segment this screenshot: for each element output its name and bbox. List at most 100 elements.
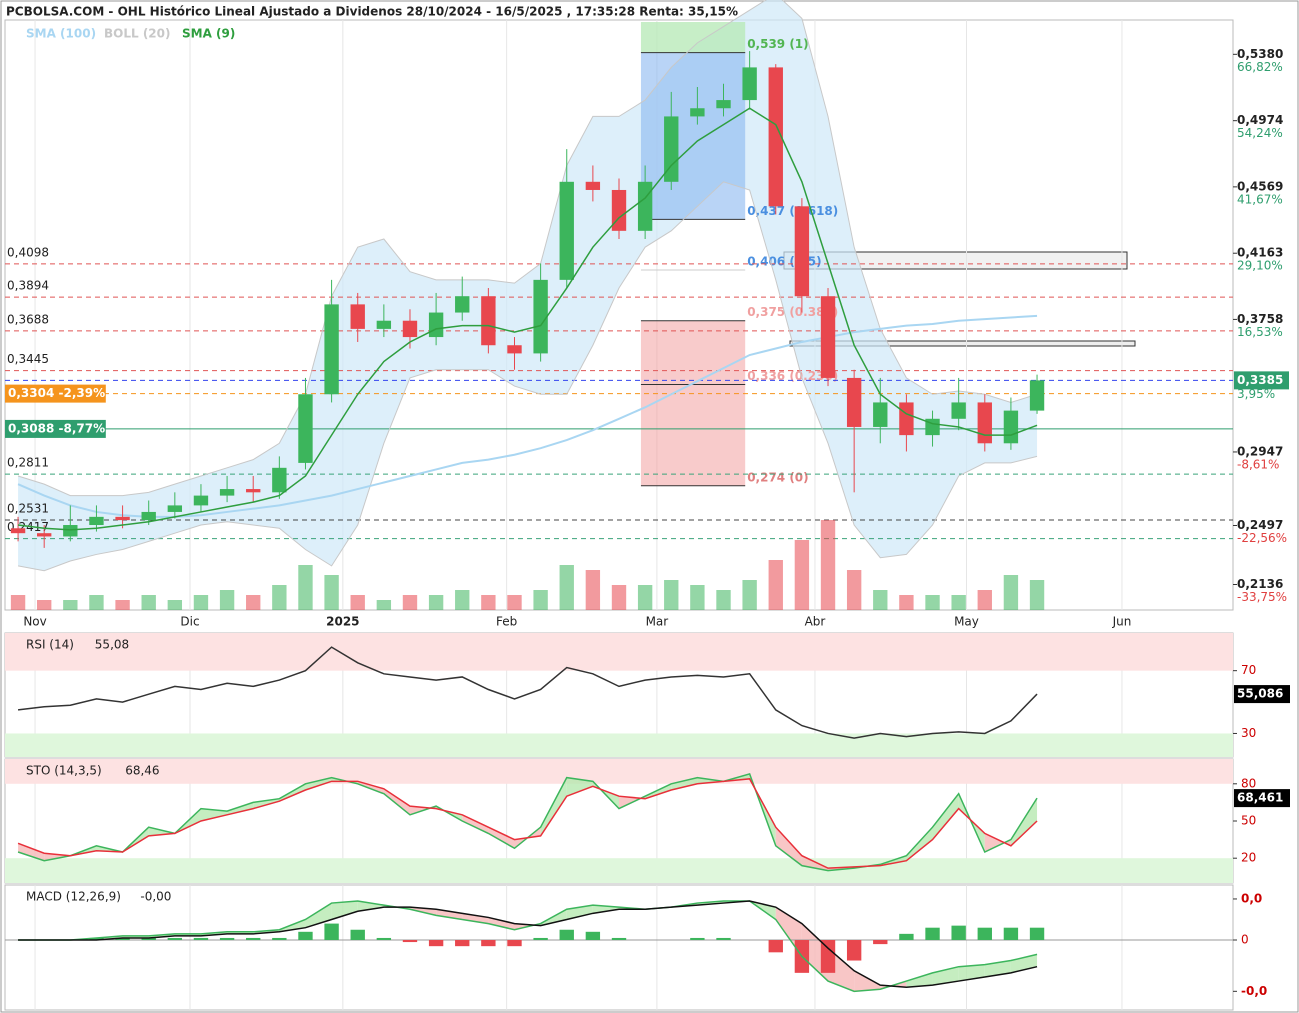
bollinger-upper xyxy=(17,0,1038,497)
macd-histogram-bar xyxy=(873,940,888,945)
bollinger-lower xyxy=(17,181,1038,572)
last-value-box xyxy=(1234,685,1290,704)
level-label: 0,3304 -2,39% xyxy=(8,386,105,400)
volume-bar xyxy=(873,590,888,610)
level-label: 0,3688 xyxy=(7,312,49,326)
macd-histogram-bar xyxy=(820,940,836,973)
y-tick-change: 54,24% xyxy=(1237,126,1283,140)
macd-histogram-bar xyxy=(533,937,548,941)
sto-fill xyxy=(462,814,489,834)
candle-body xyxy=(977,402,992,444)
macd-histogram-bar xyxy=(925,927,940,941)
panel-title: MACD (12,26,9) xyxy=(26,890,121,904)
volume-bar xyxy=(611,585,627,610)
legend-entry: SMA (9) xyxy=(182,27,235,41)
level-label-box xyxy=(5,419,106,438)
volume-bar xyxy=(193,595,209,610)
x-tick-label: Abr xyxy=(805,615,826,629)
indicator-line xyxy=(18,900,1038,993)
fib-label: 0,375 (0.382) xyxy=(747,305,838,319)
macd-histogram-bar xyxy=(89,937,104,941)
indicator-line xyxy=(18,900,1038,988)
sto-fill xyxy=(383,788,410,815)
x-tick-label: Mar xyxy=(646,615,669,629)
volume-bar xyxy=(846,570,862,610)
volume-bar xyxy=(350,595,365,610)
fib-lower-zone xyxy=(640,320,746,486)
macd-histogram-bar xyxy=(768,940,783,953)
macd-histogram-bar xyxy=(507,940,522,947)
macd-histogram-bar xyxy=(376,937,392,941)
candle-body xyxy=(899,402,914,436)
candle-body xyxy=(376,320,392,329)
volume-bar xyxy=(141,595,156,610)
fib-label: 0,539 (1) xyxy=(747,37,808,51)
candle-body xyxy=(664,116,679,182)
y-tick-change: -8,61% xyxy=(1237,457,1279,471)
macd-histogram-bar xyxy=(481,940,496,947)
volume-bar xyxy=(559,565,574,610)
volume-bar xyxy=(246,595,261,610)
macd-histogram-bar xyxy=(559,929,574,941)
macd-histogram-bar xyxy=(585,931,601,941)
candle-body xyxy=(716,100,731,109)
candle-body xyxy=(455,296,470,313)
y-tick-label: 50 xyxy=(1241,814,1256,828)
y-tick-change: 66,82% xyxy=(1237,60,1283,74)
y-tick-change: 41,67% xyxy=(1237,192,1283,206)
level-label-box xyxy=(5,384,106,403)
macd-histogram-bar xyxy=(272,937,287,941)
y-tick-label: 0,4569 xyxy=(1237,179,1283,193)
indicator-line xyxy=(17,772,1038,872)
last-price-box xyxy=(1234,371,1289,390)
last-value-label: 68,461 xyxy=(1237,791,1283,805)
panel-value: -0,00 xyxy=(140,890,171,904)
volume-bar xyxy=(428,595,444,610)
macd-histogram-bar xyxy=(611,937,627,941)
candle-body xyxy=(298,394,313,463)
level-label: 0,2531 xyxy=(7,501,49,515)
volume-bar xyxy=(1003,575,1019,610)
volume-bar xyxy=(716,590,731,610)
x-tick-label: 2025 xyxy=(326,615,359,629)
y-tick-label: 0,2497 xyxy=(1237,518,1283,532)
y-tick-label: 0,4163 xyxy=(1237,246,1283,260)
volume-bar xyxy=(481,595,496,610)
macd-histogram-bar xyxy=(219,937,235,941)
macd-fill xyxy=(331,901,358,920)
volume-bar xyxy=(899,595,914,610)
volume-bar xyxy=(455,590,470,610)
macd-fill xyxy=(958,964,985,982)
macd-histogram-bar xyxy=(899,933,914,941)
level-label: 0,3088 -8,77% xyxy=(8,421,105,435)
y-tick-change: 16,53% xyxy=(1237,325,1283,339)
fib-label: 0,274 (0) xyxy=(747,470,808,484)
x-tick-label: Feb xyxy=(496,615,517,629)
candle-body xyxy=(637,181,653,231)
sto-fill xyxy=(227,802,254,815)
volume-bar xyxy=(89,595,104,610)
y-tick-label: 0,4974 xyxy=(1237,113,1283,127)
panel-value: 55,08 xyxy=(95,638,129,652)
last-value-box xyxy=(1234,789,1290,808)
candle-body xyxy=(219,489,235,496)
fib-top-zone xyxy=(640,22,746,53)
candle-body xyxy=(324,304,339,395)
candle-body xyxy=(820,296,836,378)
y-tick-label: 0,2136 xyxy=(1237,577,1283,591)
fib-upper-zone xyxy=(640,52,746,220)
indicator-line xyxy=(17,646,1038,739)
y-tick-label: 0,0 xyxy=(1241,891,1262,905)
x-tick-label: May xyxy=(954,615,979,629)
volume-bar xyxy=(324,575,339,610)
volume-bar xyxy=(664,580,679,610)
legend-entry: BOLL (20) xyxy=(104,27,171,41)
volume-bar xyxy=(298,565,313,610)
macd-histogram-bar xyxy=(951,925,966,941)
sto-fill xyxy=(305,777,332,790)
candle-body xyxy=(63,525,78,537)
macd-fill xyxy=(1010,954,1038,973)
volume-bar xyxy=(925,595,940,610)
panel-title: RSI (14) xyxy=(26,638,74,652)
candle-body xyxy=(611,189,627,231)
